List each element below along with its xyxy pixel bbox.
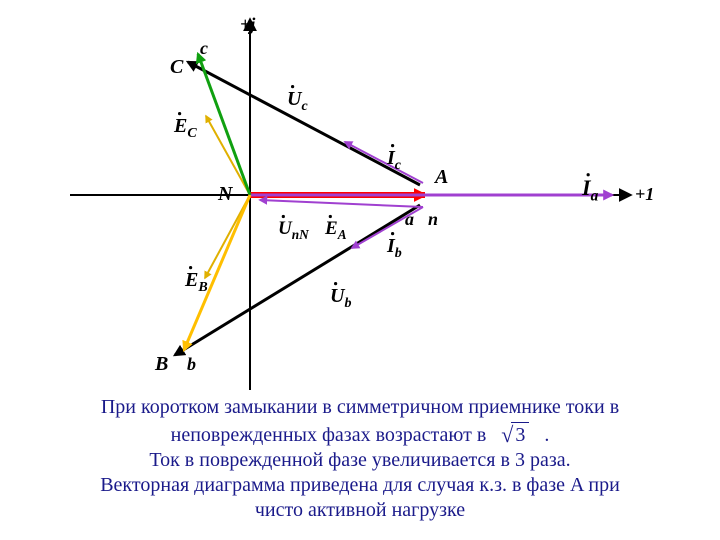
caption-line-2: неповрежденных фазах возрастают в √3 . [0, 420, 720, 448]
svg-text:A: A [433, 166, 448, 188]
svg-text:EA: EA [324, 218, 347, 242]
caption-line-1: При коротком замыкании в симметричном пр… [0, 395, 720, 420]
svg-text:B: B [154, 353, 168, 375]
svg-text:N: N [217, 183, 234, 205]
svg-text:C: C [170, 56, 184, 78]
caption-block: При коротком замыкании в симметричном пр… [0, 395, 720, 523]
caption-line-4: Векторная диаграмма приведена для случая… [0, 473, 720, 498]
svg-text:c: c [200, 38, 208, 58]
svg-text:Ia: Ia [581, 175, 599, 205]
caption-line-3: Ток в поврежденной фазе увеличивается в … [0, 448, 720, 473]
svg-text:Uc: Uc [287, 88, 308, 114]
svg-text:b: b [187, 354, 196, 374]
svg-text:EB: EB [184, 269, 208, 295]
vector-diagram: +j+1NABCabcnUcUbECEBEAUnNIcIbIa [0, 0, 720, 400]
svg-text:+j: +j [240, 14, 256, 34]
svg-text:a: a [405, 209, 414, 229]
svg-text:n: n [428, 209, 438, 229]
svg-text:Ib: Ib [386, 235, 402, 261]
svg-text:+1: +1 [635, 184, 654, 204]
svg-text:UnN: UnN [278, 218, 309, 242]
svg-text:EC: EC [173, 115, 197, 141]
svg-text:Ub: Ub [330, 285, 351, 311]
caption-line-5: чисто активной нагрузке [0, 498, 720, 523]
